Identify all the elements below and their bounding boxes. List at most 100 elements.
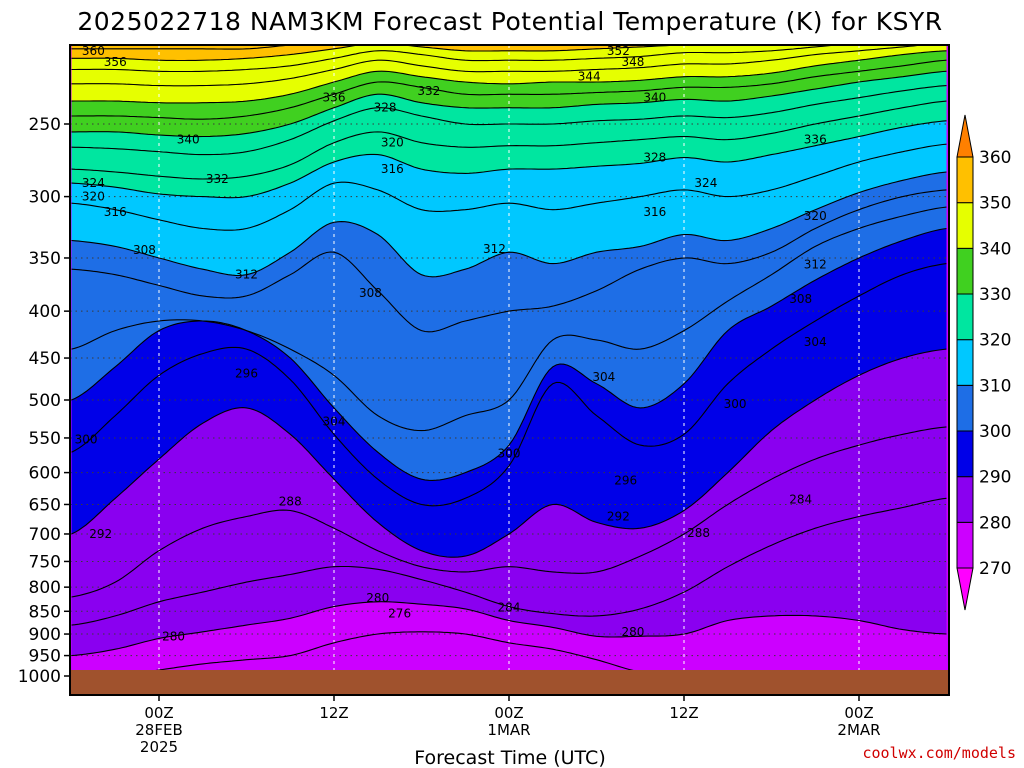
contour-label: 328 bbox=[374, 101, 397, 115]
contour-label: 304 bbox=[323, 415, 346, 429]
contour-label: 304 bbox=[592, 370, 615, 384]
y-tick-label: 600 bbox=[29, 464, 61, 484]
colorbar-band bbox=[956, 339, 974, 386]
colorbar-band bbox=[956, 247, 974, 295]
y-axis: 250 300 350 400 450 500 550 600 650 700 750 800 850 9… bbox=[18, 115, 70, 687]
contour-label: 300 bbox=[75, 432, 98, 446]
contour-label: 296 bbox=[614, 473, 637, 487]
isentrope-296 bbox=[71, 263, 947, 507]
y-tick-label: 550 bbox=[29, 429, 61, 449]
band-fill-356 bbox=[71, 45, 291, 50]
isentrope-324 bbox=[71, 100, 947, 180]
isentrope-284 bbox=[71, 497, 947, 626]
contour-label: 320 bbox=[82, 190, 105, 204]
y-tick-label: 700 bbox=[29, 525, 61, 545]
colorbar-tick-label: 270 bbox=[979, 559, 1011, 579]
contour-label: 280 bbox=[366, 591, 389, 605]
x-tick-label: 12Z bbox=[669, 704, 698, 722]
x-tick-label: 00Z bbox=[844, 704, 873, 722]
contour-label: 324 bbox=[82, 176, 105, 190]
colorbar-band bbox=[956, 567, 974, 611]
credit-text[interactable]: coolwx.com/models bbox=[862, 744, 1016, 762]
isentrope-300 bbox=[71, 227, 947, 481]
colorbar-tick-label: 360 bbox=[979, 148, 1011, 168]
contour-label: 304 bbox=[804, 335, 827, 349]
colorbar-band bbox=[956, 521, 974, 569]
isentrope-352 bbox=[71, 45, 744, 62]
isentrope-332 bbox=[71, 70, 947, 138]
colorbar-band bbox=[956, 156, 974, 204]
contour-label: 356 bbox=[104, 55, 127, 69]
colorbar-band bbox=[956, 293, 974, 341]
colorbar-tick-label: 290 bbox=[979, 468, 1011, 488]
contour-label: 276 bbox=[388, 607, 411, 621]
ground-below-surface bbox=[70, 670, 949, 695]
y-tick-label: 400 bbox=[29, 302, 61, 322]
contour-label: 308 bbox=[789, 292, 812, 306]
contour-label: 316 bbox=[381, 162, 404, 176]
contour-label: 284 bbox=[498, 601, 521, 615]
y-tick-label: 350 bbox=[29, 249, 61, 269]
y-tick-label: 450 bbox=[29, 349, 61, 369]
colorbar-tick-label: 320 bbox=[979, 331, 1011, 351]
y-tick-label: 250 bbox=[29, 115, 61, 135]
contour-label: 316 bbox=[104, 205, 127, 219]
y-tick-label: 650 bbox=[29, 495, 61, 515]
contour-label: 336 bbox=[804, 133, 827, 147]
colorbar-tick-label: 340 bbox=[979, 239, 1011, 259]
contour-label: 292 bbox=[89, 527, 112, 541]
grid bbox=[70, 45, 949, 695]
contour-label: 280 bbox=[162, 629, 185, 643]
x-tick-label: 12Z bbox=[319, 704, 348, 722]
contour-label: 292 bbox=[607, 510, 630, 524]
contour-label: 340 bbox=[177, 133, 200, 147]
colorbar-band bbox=[956, 114, 974, 158]
contour-label: 280 bbox=[622, 625, 645, 639]
contour-label: 332 bbox=[417, 84, 440, 98]
contour-label: 288 bbox=[279, 494, 302, 508]
isentrope-304 bbox=[71, 206, 947, 432]
contour-label: 324 bbox=[694, 176, 717, 190]
contour-label: 340 bbox=[643, 91, 666, 105]
isentrope-328 bbox=[71, 85, 947, 156]
colorbar: 270 280 290 300 310 320 330 340 350 360 bbox=[956, 114, 1011, 611]
y-tick-label: 1000 bbox=[18, 667, 61, 687]
y-tick-label: 300 bbox=[29, 188, 61, 208]
colorbar-tick-label: 300 bbox=[979, 422, 1011, 442]
colorbar-band bbox=[956, 476, 974, 523]
x-tick-label: 2MAR bbox=[837, 721, 880, 739]
contour-label: 360 bbox=[82, 44, 105, 58]
x-axis-label: Forecast Time (UTC) bbox=[414, 747, 605, 768]
contour-label: 336 bbox=[323, 91, 346, 105]
isentrope-344 bbox=[71, 45, 928, 87]
contour-label: 284 bbox=[789, 493, 812, 507]
contour-label: 320 bbox=[381, 136, 404, 150]
contour-label: 352 bbox=[607, 44, 630, 58]
contour-label: 300 bbox=[498, 447, 521, 461]
isentrope-340 bbox=[71, 50, 947, 104]
contour-label: 300 bbox=[724, 397, 747, 411]
isentrope-280 bbox=[71, 601, 947, 657]
contour-label: 312 bbox=[804, 258, 827, 272]
isentrope-356 bbox=[71, 45, 297, 50]
isentrope-348 bbox=[71, 45, 842, 73]
colorbar-tick-label: 350 bbox=[979, 194, 1011, 214]
isentrope-316 bbox=[71, 143, 947, 231]
contour-label: 312 bbox=[483, 242, 506, 256]
x-tick-label: 00Z bbox=[144, 704, 173, 722]
y-tick-label: 800 bbox=[29, 578, 61, 598]
isentrope-312 bbox=[71, 171, 947, 278]
colorbar-band bbox=[956, 202, 974, 249]
contour-label: 328 bbox=[643, 151, 666, 165]
contour-label: 288 bbox=[687, 526, 710, 540]
x-tick-label: 2025 bbox=[140, 738, 178, 756]
colorbar-tick-label: 310 bbox=[979, 376, 1011, 396]
contour-label: 344 bbox=[578, 70, 601, 84]
x-tick-label: 00Z bbox=[494, 704, 523, 722]
y-tick-label: 900 bbox=[29, 625, 61, 645]
contour-label: 308 bbox=[133, 243, 156, 257]
isentrope-320 bbox=[71, 120, 947, 199]
